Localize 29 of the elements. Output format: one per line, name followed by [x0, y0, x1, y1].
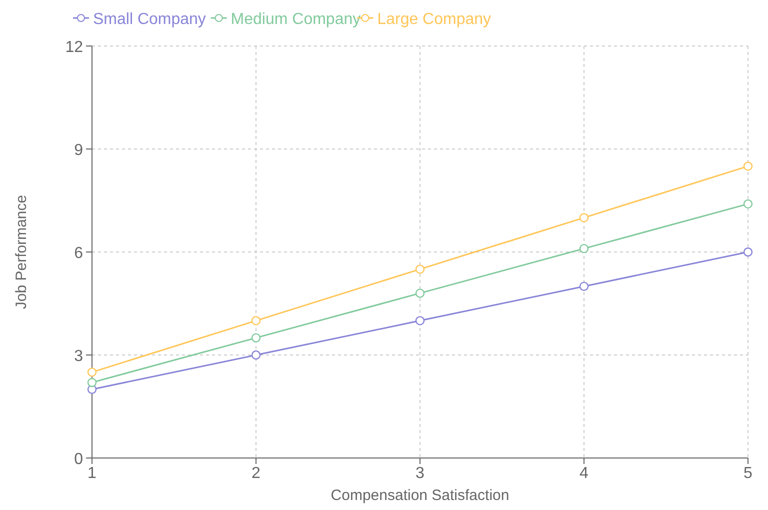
- point: [415, 264, 425, 274]
- y-tick-label: 12: [65, 39, 84, 56]
- y-tick-label: 9: [74, 142, 84, 159]
- legend-label: Small Company: [93, 11, 206, 28]
- point: [579, 213, 589, 222]
- point: [87, 368, 97, 377]
- point: [579, 244, 589, 254]
- x-tick-label: 1: [88, 465, 97, 482]
- point: [415, 316, 425, 326]
- point: [87, 378, 97, 388]
- y-axis-title: Job Performance: [13, 194, 30, 310]
- point: [579, 282, 589, 291]
- y-tick-label: 3: [74, 348, 84, 365]
- x-tick-label: 2: [252, 465, 261, 482]
- point: [743, 199, 753, 209]
- x-tick-label: 5: [744, 465, 753, 482]
- x-tick-label: 3: [416, 465, 425, 482]
- legend-label: Large Company: [377, 11, 492, 28]
- x-tick-label: 4: [580, 465, 589, 482]
- y-tick-label: 0: [74, 451, 84, 468]
- point: [251, 316, 261, 326]
- point: [743, 247, 753, 257]
- point: [743, 162, 753, 171]
- x-axis-title: Compensation Satisfaction: [330, 487, 510, 504]
- y-tick-label: 6: [74, 245, 84, 262]
- legend-label: Medium Company: [230, 11, 361, 28]
- point: [415, 288, 425, 298]
- point: [251, 350, 261, 360]
- point: [251, 333, 261, 342]
